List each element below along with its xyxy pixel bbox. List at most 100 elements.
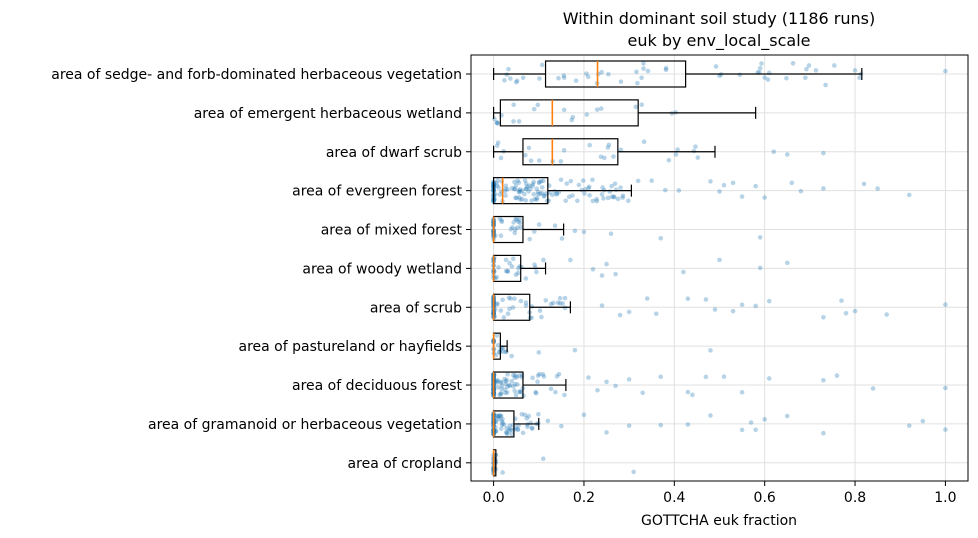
data-point xyxy=(570,193,575,198)
data-point xyxy=(516,265,521,271)
data-point xyxy=(509,427,514,433)
outlier-point xyxy=(604,261,609,267)
data-point xyxy=(515,178,520,184)
data-point xyxy=(494,413,500,418)
y-tick-label: area of scrub xyxy=(370,300,462,316)
data-point xyxy=(539,62,545,68)
outlier-point xyxy=(613,383,618,389)
outlier-point xyxy=(708,413,713,418)
outlier-point xyxy=(739,427,745,433)
outlier-point xyxy=(717,189,722,194)
outlier-point xyxy=(708,348,713,353)
data-point xyxy=(611,194,616,200)
data-point xyxy=(508,226,514,232)
data-point xyxy=(561,147,567,153)
outlier-point xyxy=(649,178,655,183)
data-point xyxy=(494,380,500,385)
data-point xyxy=(540,178,546,184)
data-point xyxy=(539,185,545,190)
outlier-point xyxy=(784,152,790,157)
outlier-point xyxy=(658,374,664,380)
outlier-point xyxy=(857,75,862,81)
data-point xyxy=(609,183,614,189)
data-point xyxy=(499,422,505,428)
x-tick-label: 0.8 xyxy=(844,490,866,506)
outlier-point xyxy=(798,188,804,194)
data-point xyxy=(500,297,505,303)
data-point xyxy=(517,216,522,222)
data-point xyxy=(500,416,505,422)
data-point xyxy=(618,79,624,84)
data-point xyxy=(506,295,512,301)
data-point xyxy=(530,375,535,381)
data-point xyxy=(520,430,526,436)
data-point xyxy=(497,413,503,418)
outlier-point xyxy=(739,302,745,308)
outlier-point xyxy=(748,420,754,425)
data-point xyxy=(559,236,565,241)
data-point xyxy=(518,298,524,304)
outlier-point xyxy=(906,423,912,428)
data-point xyxy=(532,196,538,202)
x-axis-label: GOTTCHA euk fraction xyxy=(641,513,797,529)
data-point xyxy=(790,61,796,66)
data-point xyxy=(505,269,510,274)
data-point xyxy=(576,182,582,188)
data-point xyxy=(495,385,500,390)
outlier-point xyxy=(821,377,826,383)
grid-layer xyxy=(471,55,968,481)
data-point xyxy=(803,75,808,81)
data-point xyxy=(537,191,543,197)
data-point xyxy=(500,345,506,351)
data-point xyxy=(605,145,611,150)
data-point xyxy=(558,159,564,164)
data-point xyxy=(523,181,529,187)
data-point xyxy=(526,189,531,194)
data-point xyxy=(531,192,537,197)
outlier-point xyxy=(626,377,632,382)
data-point xyxy=(512,227,518,232)
outlier-point xyxy=(608,231,614,237)
data-point xyxy=(494,119,500,125)
data-point xyxy=(505,431,510,437)
data-point xyxy=(561,107,567,113)
data-point xyxy=(499,380,504,385)
data-point xyxy=(510,372,516,378)
outlier-point xyxy=(753,183,758,189)
data-point xyxy=(553,389,558,395)
data-point xyxy=(673,152,679,157)
data-point xyxy=(512,381,518,387)
data-point xyxy=(500,420,506,426)
data-point xyxy=(497,392,502,398)
data-point xyxy=(512,179,517,185)
outlier-point xyxy=(599,273,605,278)
y-tick-label: area of emergent herbaceous wetland xyxy=(194,106,462,122)
data-point xyxy=(513,272,519,278)
data-point xyxy=(507,426,512,432)
data-point xyxy=(594,107,600,112)
x-tick-label: 0.0 xyxy=(482,490,504,506)
data-point xyxy=(499,418,504,424)
data-point xyxy=(639,102,645,108)
data-point xyxy=(507,423,513,428)
data-point xyxy=(536,411,541,417)
data-point xyxy=(613,187,619,192)
data-point xyxy=(503,390,508,396)
data-point xyxy=(804,66,809,72)
data-point xyxy=(504,430,510,435)
data-point xyxy=(494,302,499,307)
outlier-point xyxy=(509,353,514,359)
data-point xyxy=(509,264,515,269)
data-point xyxy=(512,388,518,394)
y-tick-label: area of woody wetland xyxy=(302,261,462,277)
data-point xyxy=(717,73,722,79)
data-point xyxy=(503,257,509,263)
data-point xyxy=(511,119,516,124)
outlier-point xyxy=(590,266,596,272)
data-point xyxy=(508,296,513,301)
data-point xyxy=(607,189,613,194)
data-point xyxy=(528,158,534,164)
data-point xyxy=(494,274,499,280)
data-point xyxy=(562,295,568,301)
data-point xyxy=(497,192,503,197)
